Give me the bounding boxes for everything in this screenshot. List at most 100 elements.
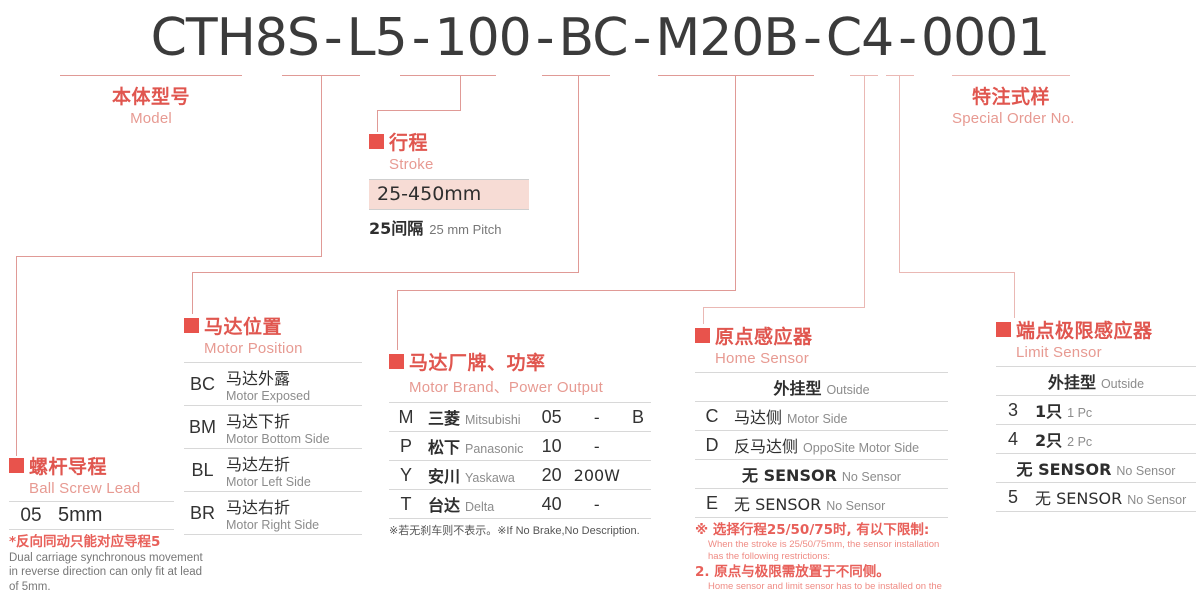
motor-power-code: 05 — [534, 402, 569, 432]
connector-model-vertical — [321, 75, 322, 256]
stroke-pitch-en: 25 mm Pitch — [429, 222, 502, 237]
home-sensor-nosensor-header-en: No Sensor — [841, 470, 901, 484]
connector-limit-sensor-vertical — [899, 75, 900, 272]
connector-motor-brand-drop — [397, 290, 398, 350]
motor-position-desc-en: Motor Left Side — [226, 475, 311, 489]
connector-stroke-horizontal — [377, 110, 461, 111]
code-segment-stroke: 100 — [434, 8, 531, 68]
motor-brand-name: 三菱 Mitsubishi — [423, 402, 535, 432]
motor-power-code: 10 — [534, 431, 569, 461]
motor-position-code: BM — [184, 405, 221, 449]
group-limit-sensor-header: 端点极限感应器 — [996, 316, 1196, 343]
motor-position-desc-en: Motor Right Side — [226, 518, 320, 532]
motor-position-desc-cn: 马达外露 — [226, 369, 291, 388]
motor-brand-name-cn: 台达 — [428, 496, 461, 515]
limit-sensor-outside-header: 外挂型 Outside — [996, 366, 1196, 396]
motor-position-code: BR — [184, 491, 221, 535]
home-sensor-note-2-cn: 2. 原点与极限需放置于不同侧。 — [695, 564, 890, 581]
ball-screw-lead-value: 5mm — [53, 501, 174, 530]
home-sensor-desc-en: OppoSite Motor Side — [803, 441, 920, 455]
motor-brand-name: 安川 Yaskawa — [423, 460, 535, 490]
limit-sensor-desc: 2只 2 Pc — [1030, 424, 1196, 454]
underline-special-order — [952, 75, 1070, 76]
home-sensor-desc-cn: 马达侧 — [734, 408, 783, 427]
motor-power-code: 20 — [534, 460, 569, 490]
limit-sensor-desc: 无 SENSOR No Sensor — [1030, 482, 1196, 512]
code-segment-sensors: C4 — [825, 8, 894, 68]
motor-brake-code — [625, 489, 651, 519]
home-sensor-notes: ※ 选择行程25/50/75时, 有以下限制: When the stroke … — [695, 522, 948, 594]
motor-brand-name-cn: 安川 — [428, 467, 461, 486]
motor-position-desc-en: Motor Bottom Side — [226, 432, 330, 446]
limit-sensor-code: 3 — [996, 395, 1030, 425]
model-code: CTH8S - L5 - 100 - BC - M20B - C4 - 0001 — [0, 8, 1200, 68]
group-motor-brand-header: 马达厂牌、功率 — [389, 348, 651, 375]
group-stroke-title-en: Stroke — [389, 156, 434, 173]
group-motor-position-title-cn: 马达位置 — [204, 316, 283, 338]
connector-motor-position-horizontal — [192, 272, 579, 273]
group-motor-brand-title-en: Motor Brand、Power Output — [409, 379, 604, 396]
group-ball-screw-lead-title-cn: 螺杆导程 — [29, 456, 108, 478]
connector-home-sensor-vertical — [864, 75, 865, 307]
ball-screw-lead-table: 05 5mm — [9, 501, 174, 530]
ball-screw-lead-code: 05 — [9, 501, 53, 530]
home-sensor-code: D — [695, 430, 729, 460]
limit-sensor-code: 4 — [996, 424, 1030, 454]
group-home-sensor-title-cn: 原点感应器 — [715, 326, 813, 348]
home-sensor-code: C — [695, 401, 729, 431]
group-motor-position-title-en: Motor Position — [204, 340, 303, 357]
code-segment-lead: L5 — [346, 8, 408, 68]
motor-brake-code — [625, 431, 651, 461]
group-model-title-en: Model — [130, 110, 172, 127]
home-sensor-note-1-en: When the stroke is 25/50/75mm, the senso… — [708, 538, 940, 563]
limit-sensor-desc: 1只 1 Pc — [1030, 395, 1196, 425]
motor-position-desc: 马达右折 Motor Right Side — [221, 491, 362, 535]
stroke-pitch: 25间隔 25 mm Pitch — [369, 215, 529, 239]
bullet-square-icon — [9, 458, 24, 473]
connector-motor-position-drop — [192, 272, 193, 314]
group-stroke-title-cn: 行程 — [389, 132, 429, 154]
table-row: Y 安川 Yaskawa 20 200W — [389, 460, 651, 490]
limit-sensor-outside-header-en: Outside — [1100, 377, 1145, 391]
home-sensor-note-2-en: Home sensor and limit sensor has to be i… — [708, 581, 942, 594]
motor-power-value: 200W — [568, 460, 625, 490]
code-segment-motor-brand: M20B — [655, 8, 799, 68]
motor-brand-name: 台达 Delta — [423, 489, 535, 519]
limit-sensor-desc-cn: 无 SENSOR — [1035, 489, 1123, 508]
motor-position-code: BL — [184, 448, 221, 492]
table-row: T 台达 Delta 40 - — [389, 489, 651, 519]
motor-position-desc: 马达外露 Motor Exposed — [221, 362, 362, 406]
limit-sensor-nosensor-header-cn: 无 SENSOR — [1016, 460, 1112, 479]
limit-sensor-outside-header-cn: 外挂型 — [1047, 373, 1096, 392]
motor-brand-name-cn: 三菱 — [428, 409, 461, 428]
connector-home-sensor-drop — [703, 307, 704, 324]
group-motor-brand-title-cn: 马达厂牌、功率 — [409, 352, 546, 374]
motor-power-value: - — [568, 431, 625, 461]
connector-motor-position-vertical — [578, 75, 579, 272]
limit-sensor-code: 5 — [996, 482, 1030, 512]
motor-brand-name-en: Mitsubishi — [465, 413, 521, 427]
group-model: 本体型号 Model — [60, 82, 242, 127]
home-sensor-desc: 马达侧 Motor Side — [729, 401, 948, 431]
table-row: P 松下 Panasonic 10 - — [389, 431, 651, 461]
motor-brand-table: M 三菱 Mitsubishi 05 - B P 松下 — [389, 402, 651, 519]
group-special-order: 特注式样 Special Order No. — [952, 82, 1074, 127]
table-row: 5 无 SENSOR No Sensor — [996, 482, 1196, 512]
table-row: 3 1只 1 Pc — [996, 395, 1196, 425]
motor-brand-name-en: Delta — [465, 500, 495, 514]
motor-power-value: - — [568, 489, 625, 519]
connector-home-sensor-horizontal — [703, 307, 865, 308]
group-ball-screw-lead: 螺杆导程 Ball Screw Lead 05 5mm *反向同动只能对应导程5… — [9, 452, 209, 594]
bullet-square-icon — [695, 328, 710, 343]
underline-model — [60, 75, 242, 76]
table-row: BM 马达下折 Motor Bottom Side — [184, 405, 362, 449]
motor-position-table: BC 马达外露 Motor Exposed BM 马达下折 Motor Bott… — [184, 362, 362, 535]
code-dash: - — [898, 8, 917, 68]
home-sensor-nosensor-header: 无 SENSOR No Sensor — [695, 459, 948, 489]
home-sensor-outside-header: 外挂型 Outside — [695, 372, 948, 402]
bullet-square-icon — [184, 318, 199, 333]
table-row: C 马达侧 Motor Side — [695, 401, 948, 431]
home-sensor-desc: 无 SENSOR No Sensor — [729, 488, 948, 518]
connector-ballscrew-drop — [16, 256, 17, 456]
